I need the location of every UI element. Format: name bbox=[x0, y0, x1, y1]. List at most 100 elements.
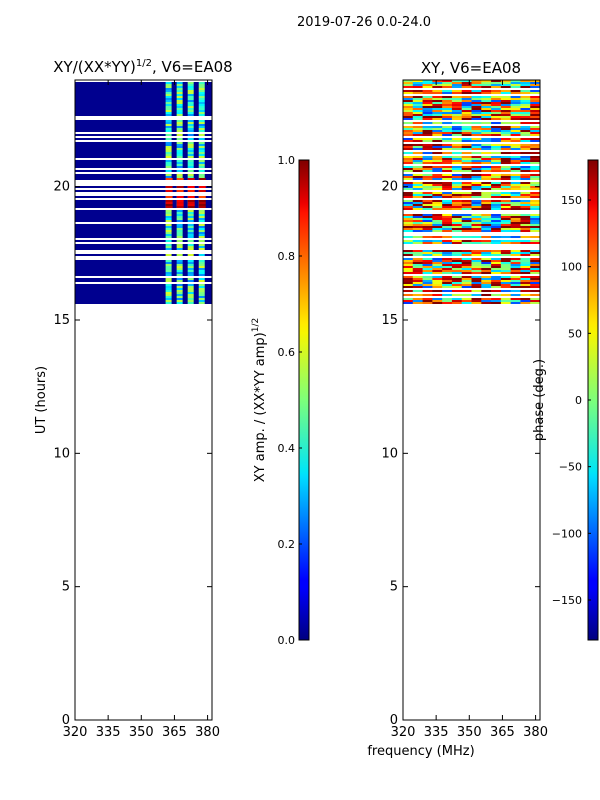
heat-cell bbox=[491, 174, 502, 176]
heat-cell bbox=[412, 116, 424, 118]
heat-cell bbox=[198, 174, 205, 176]
heat-cell bbox=[403, 140, 414, 142]
heat-cell bbox=[432, 178, 443, 180]
heat-cell bbox=[461, 236, 472, 238]
heat-cell bbox=[165, 144, 172, 146]
heat-cell bbox=[198, 248, 205, 250]
heat-cell bbox=[471, 140, 482, 142]
heat-cell bbox=[432, 268, 443, 270]
heat-cell bbox=[451, 138, 463, 140]
heat-cell bbox=[520, 284, 531, 286]
heat-cell bbox=[422, 192, 433, 194]
heat-cell bbox=[432, 222, 443, 224]
heat-cell bbox=[422, 266, 433, 268]
heat-cell bbox=[530, 182, 540, 184]
heat-cell bbox=[491, 282, 502, 284]
heat-cell bbox=[432, 80, 443, 82]
heat-cell bbox=[481, 118, 492, 120]
heat-cell bbox=[412, 250, 424, 252]
heat-cell bbox=[442, 298, 453, 300]
heat-cell bbox=[442, 284, 453, 286]
heat-cell bbox=[442, 254, 453, 256]
heat-cell bbox=[500, 100, 512, 102]
heat-cell bbox=[165, 128, 172, 130]
heat-cell bbox=[412, 300, 424, 302]
heat-cell bbox=[187, 230, 194, 232]
heat-cell bbox=[510, 192, 521, 194]
heat-cell bbox=[412, 138, 424, 140]
heat-cell bbox=[442, 200, 453, 202]
heat-cell bbox=[187, 164, 194, 166]
heat-cell bbox=[491, 98, 502, 100]
heat-cell bbox=[442, 252, 453, 254]
heat-cell bbox=[471, 242, 482, 244]
heat-cell bbox=[432, 98, 443, 100]
heat-cell bbox=[403, 298, 414, 300]
heat-cell bbox=[198, 124, 205, 126]
heat-row bbox=[75, 102, 212, 104]
heat-cell bbox=[471, 86, 482, 88]
heat-cell bbox=[412, 82, 424, 84]
colorbar-tick-label: 100 bbox=[561, 261, 582, 274]
colorbar-tick-label: 150 bbox=[561, 194, 582, 207]
heat-cell bbox=[165, 204, 173, 206]
heat-row bbox=[75, 142, 212, 144]
heat-cell bbox=[461, 112, 472, 114]
heat-cell bbox=[165, 150, 172, 152]
heat-cell bbox=[481, 102, 492, 104]
heat-cell bbox=[451, 266, 463, 268]
heat-cell bbox=[510, 242, 521, 244]
heat-cell bbox=[461, 260, 472, 262]
heat-cell bbox=[500, 280, 512, 282]
heat-cell bbox=[165, 100, 172, 102]
heat-cell bbox=[403, 130, 414, 132]
heat-cell bbox=[442, 266, 453, 268]
heat-cell bbox=[165, 126, 172, 128]
heat-cell bbox=[481, 270, 492, 272]
heat-cell bbox=[451, 152, 463, 154]
heat-cell bbox=[176, 128, 183, 130]
heat-cell bbox=[520, 162, 531, 164]
heat-cell bbox=[176, 112, 183, 114]
heat-cell bbox=[403, 294, 414, 296]
heat-cell bbox=[412, 122, 424, 124]
heat-cell bbox=[187, 90, 194, 92]
heat-cell bbox=[422, 122, 433, 124]
heat-cell bbox=[461, 114, 472, 116]
heat-cell bbox=[165, 142, 172, 144]
heat-cell bbox=[520, 206, 531, 208]
heat-cell bbox=[491, 186, 502, 188]
heat-cell bbox=[471, 218, 482, 220]
heat-cell bbox=[491, 100, 502, 102]
heat-cell bbox=[442, 132, 453, 134]
heat-row bbox=[75, 290, 212, 292]
heat-cell bbox=[403, 96, 414, 98]
heat-cell bbox=[491, 130, 502, 132]
heat-cell bbox=[403, 284, 414, 286]
heat-cell bbox=[442, 222, 453, 224]
heat-cell bbox=[530, 166, 540, 168]
heat-cell bbox=[500, 106, 512, 108]
heat-cell bbox=[510, 162, 521, 164]
heat-cell bbox=[461, 220, 472, 222]
heat-cell bbox=[471, 182, 482, 184]
heat-cell bbox=[500, 130, 512, 132]
heat-cell bbox=[165, 254, 172, 256]
heat-row bbox=[75, 94, 212, 96]
y-tick-label: 20 bbox=[381, 180, 398, 195]
heat-cell bbox=[520, 168, 531, 170]
heat-cell bbox=[510, 298, 521, 300]
heat-cell bbox=[461, 80, 472, 82]
heat-cell bbox=[451, 278, 463, 280]
heat-cell bbox=[442, 216, 453, 218]
heat-cell bbox=[471, 188, 482, 190]
heat-row bbox=[75, 106, 212, 108]
heat-cell bbox=[530, 152, 540, 154]
heat-cell bbox=[491, 122, 502, 124]
heat-cell bbox=[176, 232, 183, 234]
heat-cell bbox=[187, 294, 194, 296]
heat-row bbox=[75, 150, 212, 152]
heat-cell bbox=[442, 90, 453, 92]
heat-cell bbox=[481, 176, 492, 178]
heat-cell bbox=[510, 218, 521, 220]
